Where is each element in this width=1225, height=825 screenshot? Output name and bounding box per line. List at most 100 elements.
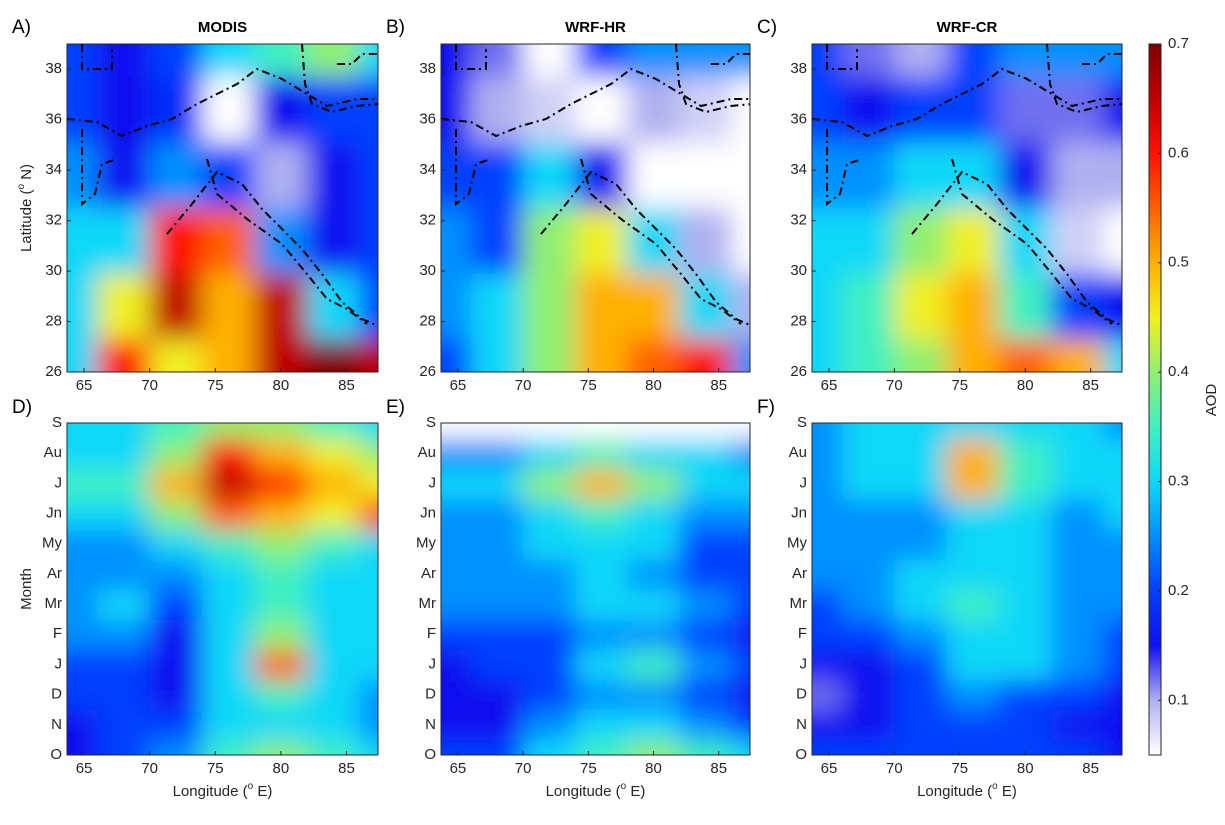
cell <box>999 680 1052 711</box>
cell <box>471 0 524 78</box>
y-tick-label: J <box>55 655 63 672</box>
y-tick-label: 34 <box>45 161 62 178</box>
cell <box>746 710 843 741</box>
cell <box>575 274 628 341</box>
cell <box>1 710 98 741</box>
x-axis-label-part: Longitude ( <box>917 783 992 800</box>
x-axis-label-part: E) <box>998 783 1017 800</box>
x-tick-label: 75 <box>207 377 224 394</box>
y-tick-label: N <box>425 716 436 733</box>
cell <box>1 680 98 711</box>
cell <box>999 468 1052 499</box>
cell <box>202 619 255 650</box>
cell <box>255 142 308 209</box>
cell <box>97 0 150 78</box>
cell <box>523 559 576 590</box>
cell <box>255 559 308 590</box>
y-tick-label: D <box>51 686 62 703</box>
cell <box>150 77 203 144</box>
cell <box>150 529 203 560</box>
x-tick-label: 70 <box>515 760 532 777</box>
y-tick-label: J <box>429 474 437 491</box>
plot-area <box>1 353 457 825</box>
y-tick-label: 38 <box>790 60 807 77</box>
cell <box>894 498 947 529</box>
cell <box>746 619 843 650</box>
cell <box>150 649 203 680</box>
cell <box>307 498 360 529</box>
cell <box>97 142 150 209</box>
cell <box>1 619 98 650</box>
y-tick-label: 32 <box>790 212 807 229</box>
cell <box>947 589 1000 620</box>
cell <box>680 559 733 590</box>
cell <box>947 619 1000 650</box>
cell <box>97 498 150 529</box>
x-tick-label: 65 <box>821 760 838 777</box>
cell <box>150 438 203 469</box>
y-tick-label: Au <box>418 444 436 461</box>
cell <box>999 438 1052 469</box>
cell <box>894 589 947 620</box>
cell <box>842 740 895 825</box>
field <box>746 0 1201 443</box>
cell <box>627 0 680 78</box>
cell <box>523 77 576 144</box>
x-axis-label: Longitude (o E) <box>917 781 1017 800</box>
cell <box>680 142 733 209</box>
cell <box>97 529 150 560</box>
cell <box>947 498 1000 529</box>
cell <box>999 710 1052 741</box>
field <box>375 0 829 443</box>
colorbar-tick-label: 0.2 <box>1168 582 1189 599</box>
cell <box>894 468 947 499</box>
cell <box>150 619 203 650</box>
cell <box>307 438 360 469</box>
cell <box>627 142 680 209</box>
cell <box>842 559 895 590</box>
x-tick-label: 65 <box>821 377 838 394</box>
y-tick-label: F <box>798 625 807 642</box>
cell <box>1051 680 1104 711</box>
cell <box>894 619 947 650</box>
cell <box>842 498 895 529</box>
cell <box>842 438 895 469</box>
cell <box>947 529 1000 560</box>
x-tick-label: 65 <box>450 377 467 394</box>
cell <box>1051 589 1104 620</box>
cell <box>842 0 895 78</box>
cell <box>255 498 308 529</box>
cell <box>97 468 150 499</box>
panel-label: C) <box>757 17 777 38</box>
cell <box>307 529 360 560</box>
y-tick-label: F <box>427 625 436 642</box>
x-axis-label-part: Longitude ( <box>173 783 248 800</box>
cell <box>255 649 308 680</box>
cell <box>307 274 360 341</box>
cell <box>375 468 472 499</box>
cell <box>523 274 576 341</box>
y-tick-label: J <box>55 474 63 491</box>
cell <box>1051 710 1104 741</box>
y-tick-label: O <box>795 746 807 763</box>
cell <box>894 274 947 341</box>
x-tick-label: 70 <box>141 760 158 777</box>
y-tick-label: 28 <box>790 313 807 330</box>
y-tick-label: Mr <box>419 595 437 612</box>
y-tick-label: S <box>797 414 807 431</box>
panel-label: B) <box>386 17 405 38</box>
cell <box>627 274 680 341</box>
y-tick-label: N <box>51 716 62 733</box>
x-tick-label: 85 <box>338 760 355 777</box>
cell <box>307 142 360 209</box>
cell <box>375 619 472 650</box>
cell <box>150 208 203 275</box>
x-tick-label: 85 <box>338 377 355 394</box>
cell <box>627 649 680 680</box>
y-tick-label: Ar <box>421 565 436 582</box>
cell <box>307 589 360 620</box>
plot-area <box>746 353 1201 825</box>
cell <box>894 142 947 209</box>
cell <box>894 649 947 680</box>
cell <box>575 142 628 209</box>
